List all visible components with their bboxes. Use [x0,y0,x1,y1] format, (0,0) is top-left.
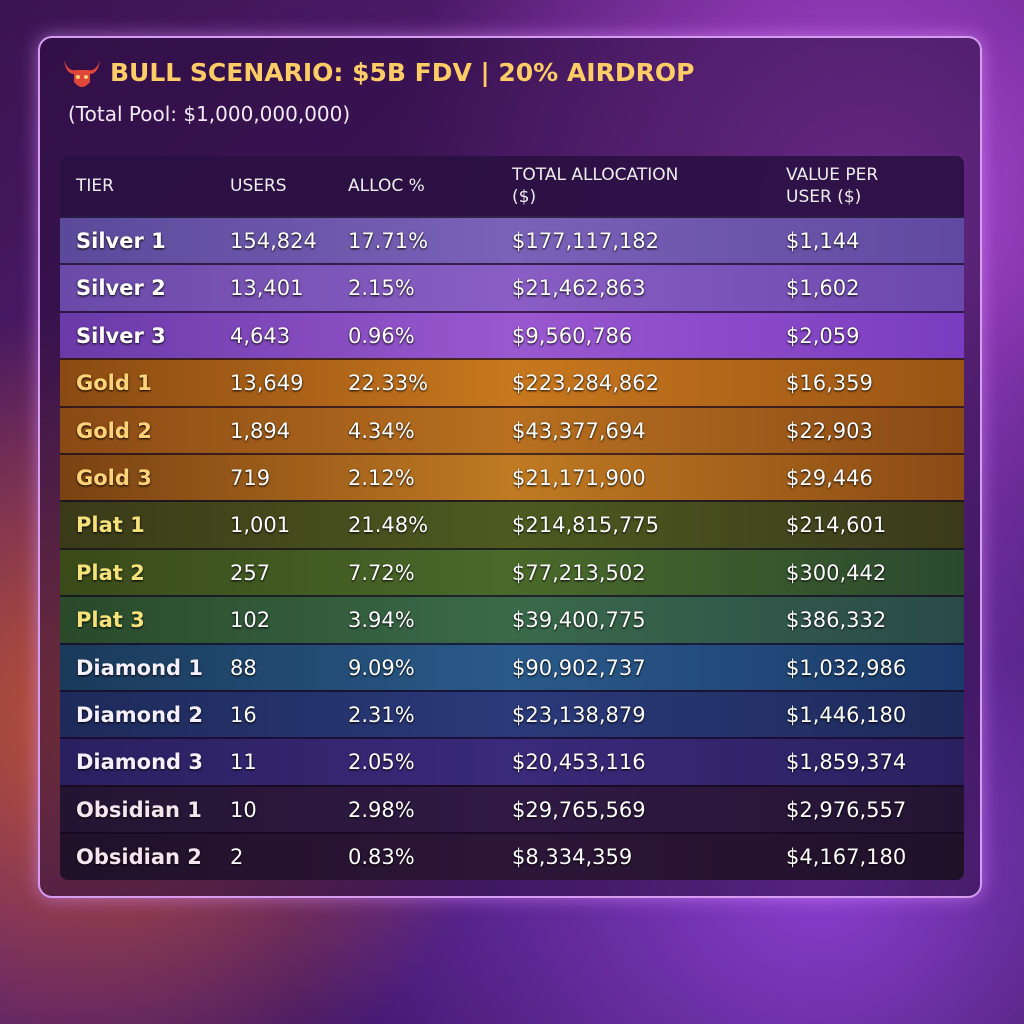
table-cell: 154,824 [230,229,317,253]
table-cell: $23,138,879 [512,703,646,727]
table-cell: 11 [230,750,257,775]
table: TIER USERS ALLOC % TOTAL ALLOCATION ($) VALU… [60,156,964,880]
table-cell: $4,167,180 [786,845,907,870]
table-cell: $214,601 [786,513,887,538]
table-cell: $223,284,862 [512,371,659,396]
table-cell: $20,453,116 [512,750,646,775]
table-cell: 21.48% [348,513,429,538]
table-cell: $21,462,863 [512,276,646,301]
table-cell: 3.94% [348,608,415,633]
tier-name: Diamond 1 [76,655,204,680]
table-cell: 2.98% [348,797,415,822]
table-cell: $1,602 [786,276,860,301]
table-cell: $300,442 [786,560,887,585]
table-row: Gold 2 1,894 4.34% $43,377,694 $22,903 [60,405,964,455]
tier-name: Gold 3 [76,466,152,490]
table-cell: 13,401 [230,276,304,301]
table-cell: 9.09% [348,655,415,680]
table-row: Silver 1 154,824 17.71% $177,117,182 $1,144 [60,216,964,265]
column-header: USERS [230,176,287,196]
table-row: Gold 1 13,649 22.33% $223,284,862 $16,359 [60,358,964,408]
table-cell: 4.34% [348,418,415,443]
table-cell: 10 [230,797,257,822]
tier-name: Gold 1 [76,371,152,396]
title: BULL SCENARIO: $5B FDV | 20% AIRDROP [110,58,695,87]
table-cell: 2 [230,845,244,870]
column-header: ALLOC % [348,176,425,196]
table-cell: 16 [230,703,257,727]
table-cell: $2,976,557 [786,797,907,822]
table-cell: 88 [230,655,257,680]
tier-name: Silver 3 [76,323,166,348]
table-cell: 22.33% [348,371,429,396]
table-row: Obsidian 1 10 2.98% $29,765,569 $2,976,557 [60,784,964,834]
table-row: Plat 1 1,001 21.48% $214,815,775 $214,601 [60,500,964,550]
table-cell: $90,902,737 [512,655,646,680]
tier-name: Diamond 3 [76,750,204,775]
column-header: TIER [76,176,114,196]
table-cell: $9,560,786 [512,323,633,348]
table-cell: $29,446 [786,466,873,490]
tier-name: Obsidian 1 [76,797,202,822]
column-header: VALUE PER USER ($) [786,165,879,207]
table-cell: $1,032,986 [786,655,907,680]
table-cell: $43,377,694 [512,418,646,443]
tier-name: Plat 1 [76,513,145,538]
table-cell: 2.12% [348,466,415,490]
table-cell: $39,400,775 [512,608,646,633]
table-row: Plat 2 257 7.72% $77,213,502 $300,442 [60,547,964,597]
table-row: Diamond 3 11 2.05% $20,453,116 $1,859,374 [60,737,964,787]
header-row: TIER USERS ALLOC % TOTAL ALLOCATION ($) VALU… [60,156,964,216]
table-cell: 2.15% [348,276,415,301]
table-cell: $2,059 [786,323,860,348]
table-cell: $29,765,569 [512,797,646,822]
table-cell: 102 [230,608,271,633]
table-row: Silver 3 4,643 0.96% $9,560,786 $2,059 [60,310,964,360]
table-cell: $214,815,775 [512,513,659,538]
tier-name: Gold 2 [76,418,152,443]
table-cell: 7.72% [348,560,415,585]
tier-name: Silver 1 [76,229,166,253]
table-cell: $8,334,359 [512,845,633,870]
tier-name: Diamond 2 [76,703,204,727]
table-cell: $177,117,182 [512,229,659,253]
table-cell: 2.05% [348,750,415,775]
panel: BULL SCENARIO: $5B FDV | 20% AIRDROP (To… [38,36,982,898]
table-row: Plat 3 102 3.94% $39,400,775 $386,332 [60,595,964,645]
table-cell: 17.71% [348,229,429,253]
table-cell: 1,001 [230,513,291,538]
table-cell: 0.96% [348,323,415,348]
table-cell: $22,903 [786,418,873,443]
table-cell: $1,446,180 [786,703,907,727]
tier-name: Silver 2 [76,276,166,301]
table-cell: 2.31% [348,703,415,727]
table-cell: 0.83% [348,845,415,870]
table-row: Diamond 2 16 2.31% $23,138,879 $1,446,180 [60,690,964,739]
table-cell: $77,213,502 [512,560,646,585]
table-cell: 1,894 [230,418,291,443]
table-cell: $1,859,374 [786,750,907,775]
table-row: Silver 2 13,401 2.15% $21,462,863 $1,602 [60,263,964,313]
table-cell: 257 [230,560,271,585]
table-cell: $386,332 [786,608,887,633]
tier-name: Plat 3 [76,608,145,633]
table-row: Gold 3 719 2.12% $21,171,900 $29,446 [60,453,964,502]
table-cell: $16,359 [786,371,873,396]
table-cell: 4,643 [230,323,291,348]
table-cell: 719 [230,466,271,490]
table-cell: $1,144 [786,229,860,253]
column-header: TOTAL ALLOCATION ($) [512,165,679,207]
table-cell: 13,649 [230,371,304,396]
table-row: Diamond 1 88 9.09% $90,902,737 $1,032,986 [60,642,964,692]
table-row: Obsidian 2 2 0.83% $8,334,359 $4,167,180 [60,832,964,880]
tier-name: Obsidian 2 [76,845,202,870]
tier-name: Plat 2 [76,560,145,585]
table-cell: $21,171,900 [512,466,646,490]
bull-icon [64,60,100,87]
subtitle: (Total Pool: $1,000,000,000) [68,102,351,126]
